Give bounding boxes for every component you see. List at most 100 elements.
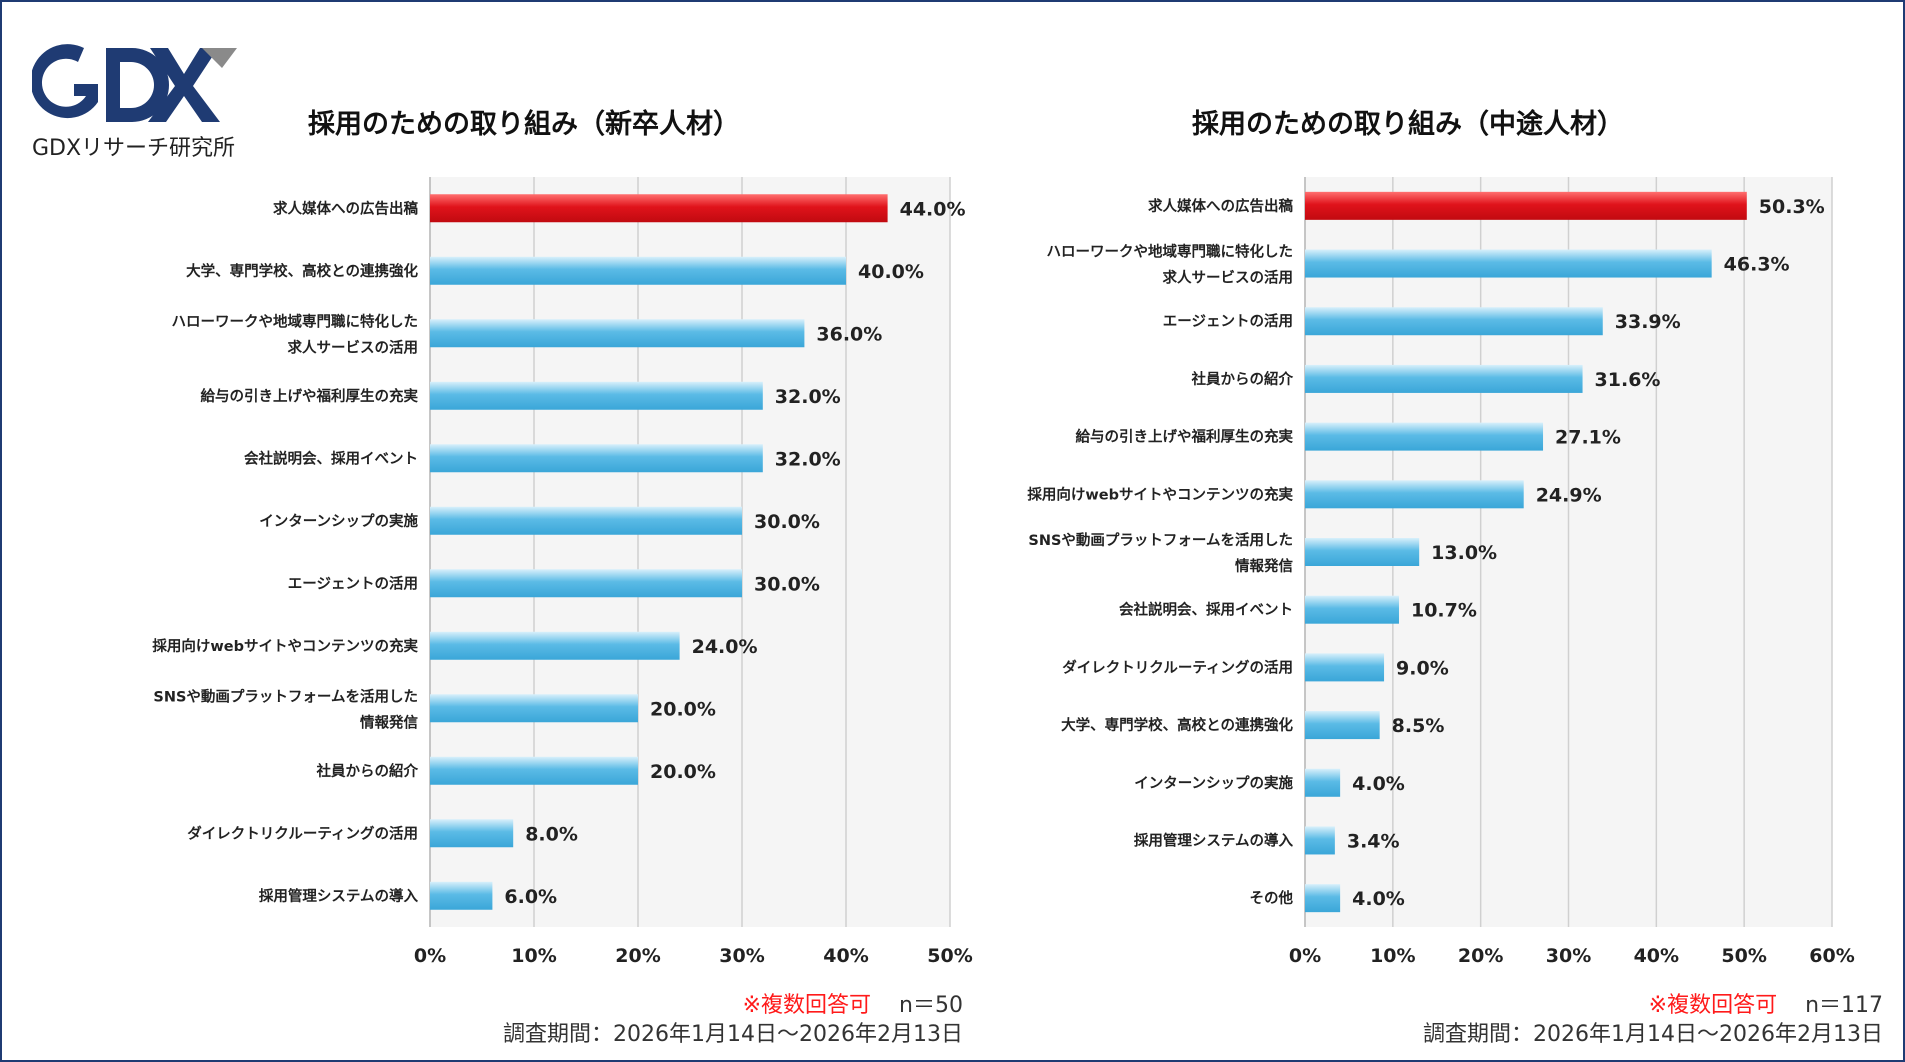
data-label: 20.0% [650,698,716,720]
sample-size-left: n＝50 [899,993,963,1018]
category-label: 大学、専門学校、高校との連携強化 [1061,716,1293,734]
data-label: 44.0% [900,198,966,220]
bar [1305,480,1524,509]
bar [1305,538,1420,566]
category-label: 採用管理システムの導入 [1134,831,1294,849]
data-label: 50.3% [1759,196,1825,218]
data-label: 27.1% [1555,427,1621,449]
x-tick-label: 30% [1546,945,1591,967]
data-label: 32.0% [775,386,841,408]
data-label: 13.0% [1431,542,1497,564]
data-label: 24.9% [1536,484,1602,506]
data-label: 24.0% [692,636,758,658]
survey-period-right: 調査期間：2026年1月14日〜2026年2月13日 [1423,1022,1883,1047]
data-label: 10.7% [1411,600,1477,622]
category-label: 大学、専門学校、高校との連携強化 [186,262,418,280]
category-label: インターンシップの実施 [1134,774,1293,792]
sample-size-right: n＝117 [1805,993,1883,1018]
bar [430,506,742,535]
bar [430,256,846,285]
x-tick-label: 30% [719,945,764,967]
bar [1305,364,1583,393]
category-label: インターンシップの実施 [259,512,418,530]
data-label: 46.3% [1724,254,1790,276]
category-label: エージェントの活用 [288,574,418,592]
category-label: 求人媒体への広告出稿 [273,199,418,217]
data-label: 36.0% [816,323,882,345]
bar [430,319,805,348]
data-label: 6.0% [504,886,557,908]
category-label: 求人媒体への広告出稿 [1148,197,1293,215]
category-label: ダイレクトリクルーティングの活用 [187,824,418,842]
x-tick-label: 40% [823,945,868,967]
x-tick-label: 60% [1809,945,1854,967]
data-label: 32.0% [775,448,841,470]
x-tick-label: 50% [1721,945,1766,967]
plot-area [430,177,950,927]
multiple-answer-note-left: ※複数回答可 [742,993,872,1018]
category-label: 会社説明会、採用イベント [244,449,418,467]
bar-chart-new-graduates: 0% 10% 20% 30% 40% 50% 44.0% 求人媒体への広告出稿 40.0% 大学、… [152,177,973,967]
data-label: 31.6% [1595,369,1661,391]
data-label: 4.0% [1352,773,1405,795]
category-label: 採用向けwebサイトやコンテンツの充実 [152,637,418,655]
bar [430,444,763,473]
bar [430,381,763,410]
x-tick-label: 0% [414,945,446,967]
bar [430,694,638,723]
data-label: 4.0% [1352,888,1405,910]
category-label: ダイレクトリクルーティングの活用 [1062,658,1293,676]
note-right: ※複数回答可 n＝117 [1649,987,1883,1019]
bar [430,756,638,785]
bar [430,819,514,848]
bar [1305,653,1385,682]
chart-title-left: 採用のための取り組み（新卒人材） [308,109,740,140]
category-label: SNSや動画プラットフォームを活用した情報発信 [1028,531,1293,575]
x-tick-label: 10% [511,945,556,967]
category-label: ハローワークや地域専門職に特化した求人サービスの活用 [172,312,419,356]
survey-period-left: 調査期間：2026年1月14日〜2026年2月13日 [503,1022,963,1047]
x-tick-label: 0% [1289,945,1321,967]
x-tick-label: 20% [1458,945,1503,967]
bar [430,194,888,223]
category-label: 採用向けwebサイトやコンテンツの充実 [1027,485,1293,503]
chart-title-right: 採用のための取り組み（中途人材） [1192,109,1624,140]
bar [1305,595,1399,624]
bar [1305,307,1603,336]
category-label: 採用管理システムの導入 [259,887,419,905]
note-left: ※複数回答可 n＝50 [743,987,963,1019]
bar [1305,191,1747,220]
bar [430,569,742,598]
data-label: 9.0% [1396,657,1449,679]
bar [430,881,493,910]
category-label: その他 [1250,889,1294,907]
category-label: 社員からの紹介 [316,762,419,780]
data-label: 33.9% [1615,311,1681,333]
bar [1305,711,1380,740]
data-label: 30.0% [754,573,820,595]
bar [1305,826,1335,855]
data-label: 3.4% [1347,830,1400,852]
category-label: 社員からの紹介 [1191,370,1294,388]
category-label: エージェントの活用 [1163,312,1293,330]
data-label: 8.5% [1392,715,1445,737]
data-label: 30.0% [754,511,820,533]
bar [430,631,680,660]
logo-subtitle: GDXリサーチ研究所 [32,136,236,161]
category-label: ハローワークや地域専門職に特化した求人サービスの活用 [1047,243,1294,287]
data-label: 20.0% [650,761,716,783]
data-label: 8.0% [525,823,578,845]
gdx-logo-icon [32,44,237,122]
bar [1305,422,1544,451]
category-label: SNSや動画プラットフォームを活用した情報発信 [153,687,418,731]
category-label: 給与の引き上げや福利厚生の充実 [1076,428,1294,446]
data-label: 40.0% [858,261,924,283]
bar [1305,768,1341,797]
category-label: 会社説明会、採用イベント [1119,601,1293,619]
category-label: 給与の引き上げや福利厚生の充実 [201,387,419,405]
bar [1305,249,1712,278]
x-tick-label: 10% [1370,945,1415,967]
bar-chart-mid-career: 0% 10% 20% 30% 40% 50% 60% 50.3% 求人媒体への広告出稿 46.3%… [1027,177,1855,967]
x-tick-label: 40% [1634,945,1679,967]
